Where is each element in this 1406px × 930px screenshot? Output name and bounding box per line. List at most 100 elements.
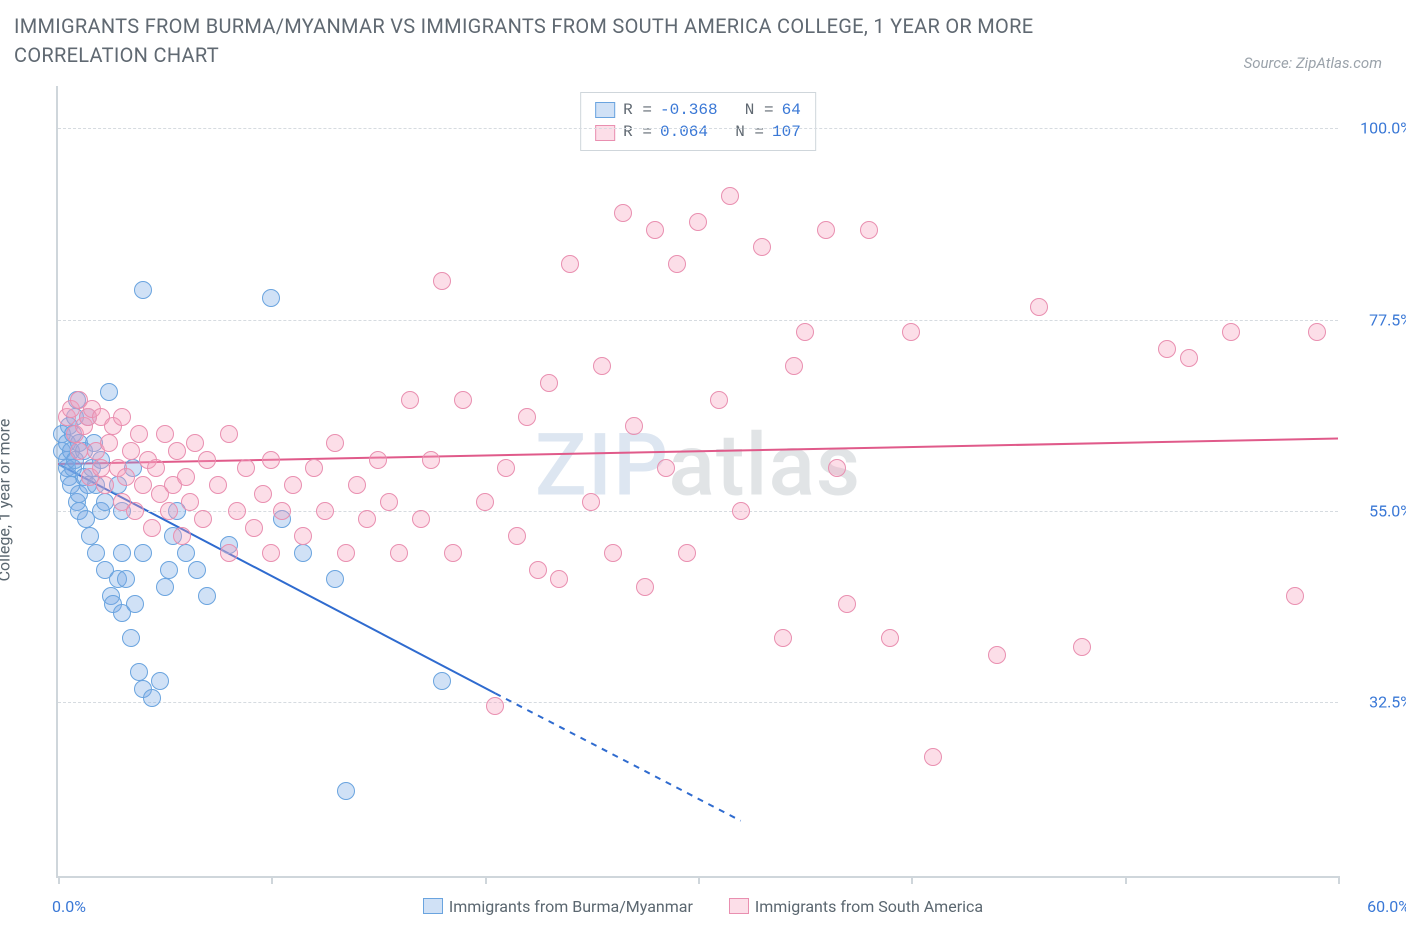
scatter-point — [188, 561, 206, 579]
scatter-point — [96, 493, 114, 511]
scatter-point — [732, 502, 750, 520]
scatter-point — [529, 561, 547, 579]
scatter-point — [668, 255, 686, 273]
scatter-point — [100, 383, 118, 401]
scatter-point — [678, 544, 696, 562]
watermark-zip: ZIP — [535, 415, 669, 516]
scatter-point — [209, 476, 227, 494]
scatter-point — [70, 442, 88, 460]
scatter-point — [113, 544, 131, 562]
chart-container: College, 1 year or more ZIPatlas R = -0.… — [14, 86, 1392, 914]
scatter-point — [657, 459, 675, 477]
scatter-point — [1222, 323, 1240, 341]
scatter-point — [689, 213, 707, 231]
r-legend-row: R = -0.368 N = 64 — [595, 99, 801, 121]
y-tick-label: 77.5% — [1348, 310, 1406, 329]
legend-item: Immigrants from South America — [729, 897, 983, 916]
scatter-point — [838, 595, 856, 613]
scatter-point — [497, 459, 515, 477]
scatter-point — [380, 493, 398, 511]
scatter-point — [177, 468, 195, 486]
scatter-point — [454, 391, 472, 409]
scatter-point — [540, 374, 558, 392]
scatter-point — [476, 493, 494, 511]
scatter-point — [177, 544, 195, 562]
scatter-point — [390, 544, 408, 562]
scatter-point — [348, 476, 366, 494]
scatter-point — [168, 442, 186, 460]
scatter-point — [518, 408, 536, 426]
scatter-point — [614, 204, 632, 222]
scatter-point — [160, 502, 178, 520]
x-tick — [1338, 876, 1340, 884]
scatter-point — [130, 663, 148, 681]
scatter-point — [326, 434, 344, 452]
y-tick-label: 32.5% — [1348, 692, 1406, 711]
scatter-point — [198, 587, 216, 605]
gridline-h — [58, 320, 1338, 321]
scatter-point — [117, 468, 135, 486]
chart-title: IMMIGRANTS FROM BURMA/MYANMAR VS IMMIGRA… — [14, 12, 1114, 70]
scatter-point — [262, 289, 280, 307]
scatter-point — [1158, 340, 1176, 358]
scatter-point — [262, 451, 280, 469]
scatter-point — [194, 510, 212, 528]
scatter-point — [988, 646, 1006, 664]
scatter-point — [636, 578, 654, 596]
scatter-point — [881, 629, 899, 647]
legend-swatch — [423, 898, 443, 914]
scatter-point — [186, 434, 204, 452]
scatter-point — [1286, 587, 1304, 605]
scatter-point — [326, 570, 344, 588]
scatter-point — [774, 629, 792, 647]
scatter-point — [796, 323, 814, 341]
scatter-point — [753, 238, 771, 256]
scatter-point — [198, 451, 216, 469]
scatter-point — [160, 561, 178, 579]
gridline-h — [58, 702, 1338, 703]
scatter-point — [254, 485, 272, 503]
scatter-point — [358, 510, 376, 528]
r-legend-row: R = 0.064 N = 107 — [595, 121, 801, 143]
scatter-point — [173, 527, 191, 545]
scatter-point — [147, 459, 165, 477]
scatter-point — [508, 527, 526, 545]
y-tick-label: 100.0% — [1348, 119, 1406, 138]
scatter-point — [122, 629, 140, 647]
scatter-point — [181, 493, 199, 511]
x-tick — [58, 876, 60, 884]
scatter-point — [220, 544, 238, 562]
scatter-point — [1073, 638, 1091, 656]
plot-area: ZIPatlas R = -0.368 N = 64R = 0.064 N = … — [56, 86, 1338, 878]
scatter-point — [87, 544, 105, 562]
scatter-point — [220, 425, 238, 443]
scatter-point — [126, 502, 144, 520]
scatter-point — [412, 510, 430, 528]
scatter-point — [245, 519, 263, 537]
legend-item: Immigrants from Burma/Myanmar — [423, 897, 693, 916]
scatter-point — [486, 697, 504, 715]
legend-label: Immigrants from Burma/Myanmar — [449, 897, 693, 916]
scatter-point — [316, 502, 334, 520]
scatter-point — [117, 570, 135, 588]
scatter-point — [369, 451, 387, 469]
legend-swatch — [729, 898, 749, 914]
source-attribution: Source: ZipAtlas.com — [1244, 54, 1382, 72]
scatter-point — [401, 391, 419, 409]
scatter-point — [262, 544, 280, 562]
scatter-point — [422, 451, 440, 469]
scatter-point — [273, 502, 291, 520]
scatter-point — [100, 434, 118, 452]
scatter-point — [156, 425, 174, 443]
scatter-point — [294, 527, 312, 545]
scatter-point — [81, 527, 99, 545]
legend-label: Immigrants from South America — [755, 897, 983, 916]
scatter-point — [134, 476, 152, 494]
y-axis-label: College, 1 year or more — [0, 419, 14, 582]
scatter-point — [92, 459, 110, 477]
x-tick — [485, 876, 487, 884]
scatter-point — [817, 221, 835, 239]
trend-lines — [58, 86, 1338, 876]
scatter-point — [337, 544, 355, 562]
scatter-point — [582, 493, 600, 511]
